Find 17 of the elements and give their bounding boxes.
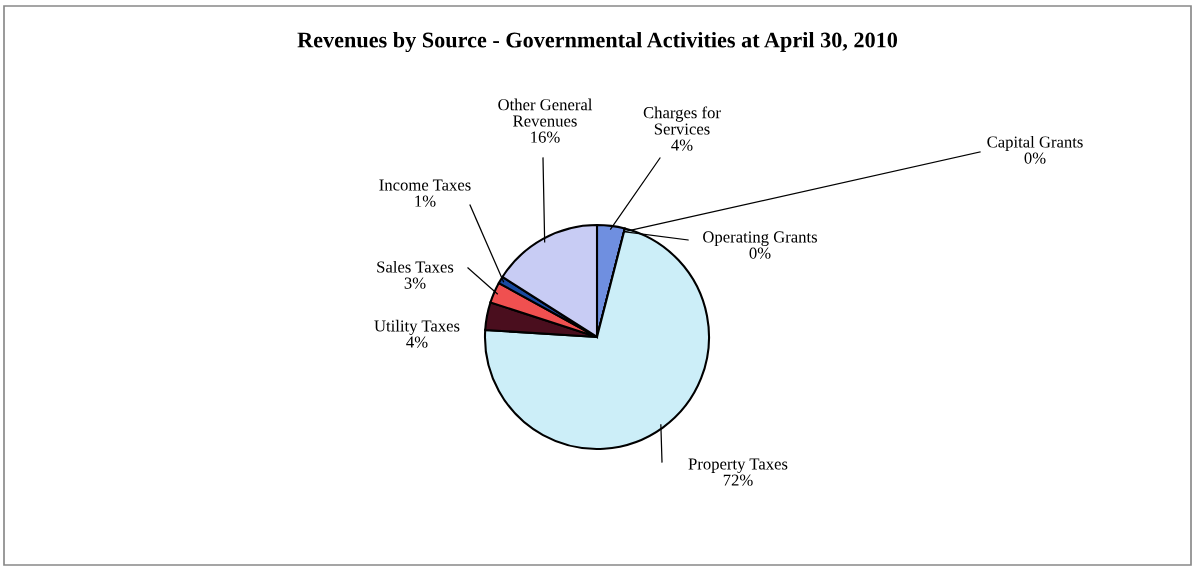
slice-label: Other General Revenues bbox=[498, 98, 593, 127]
category-label: Capital Grants bbox=[987, 135, 1083, 151]
slice-label: Utility Taxes bbox=[374, 319, 460, 335]
data-label: 4% bbox=[671, 139, 693, 151]
text: 0% bbox=[1024, 152, 1046, 164]
slice-label: Charges for Services bbox=[643, 106, 721, 135]
data-label: 16% bbox=[531, 131, 560, 143]
chart-title: Revenues by Source - Governmental Activities at April 30, 2010 bbox=[297, 31, 898, 53]
slice-label: Sales Taxes bbox=[377, 260, 454, 273]
legend-label: Operating Grants bbox=[703, 231, 818, 246]
data-label: 3% bbox=[404, 277, 426, 289]
text: 0% bbox=[749, 247, 771, 259]
data-label: 72% bbox=[723, 474, 753, 486]
slice-label: Income Taxes bbox=[379, 179, 471, 191]
data-label: 1% bbox=[415, 195, 436, 207]
slice-label: Property Taxes bbox=[688, 458, 788, 473]
data-label: 4% bbox=[406, 336, 428, 348]
